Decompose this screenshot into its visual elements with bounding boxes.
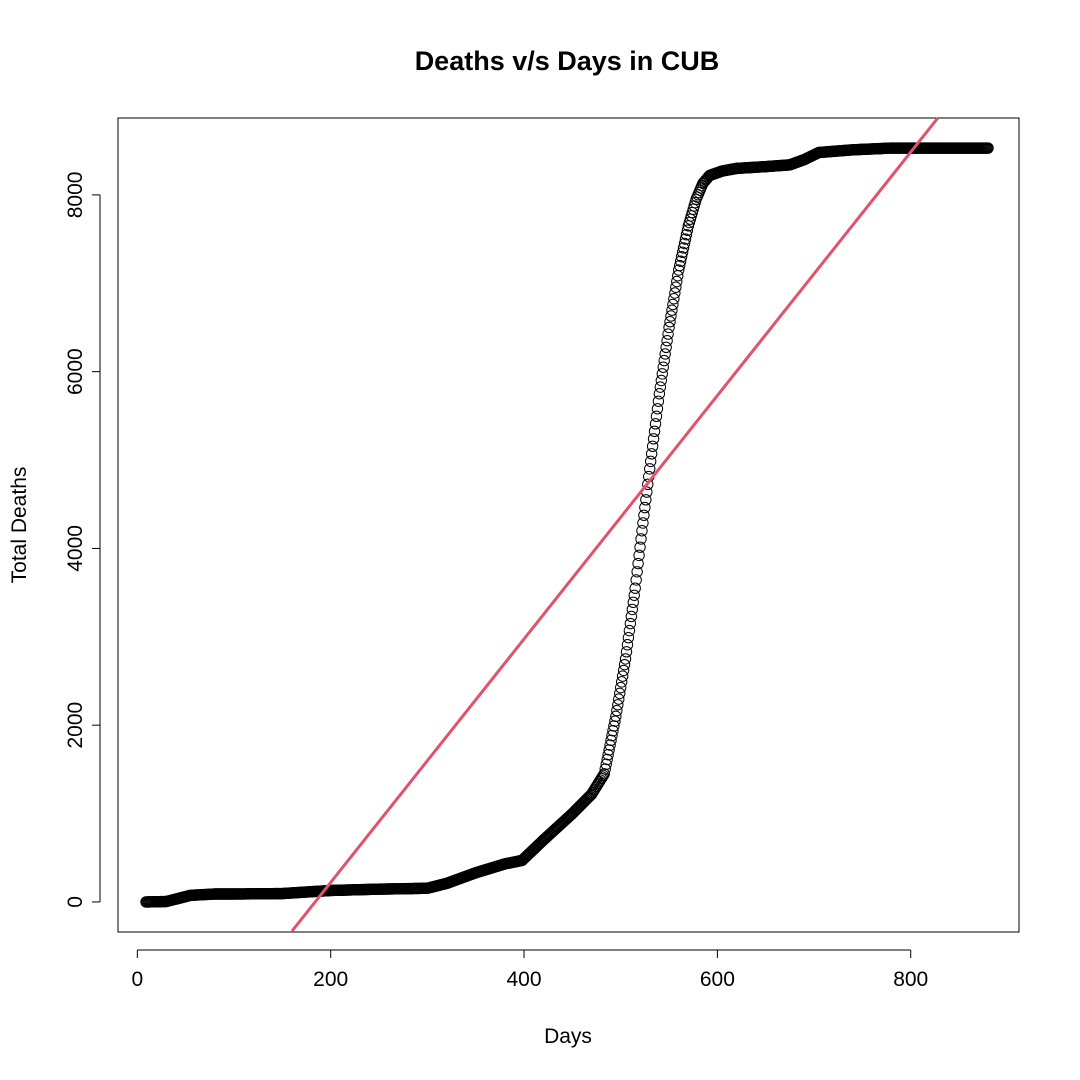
- data-point: [667, 298, 679, 311]
- data-point: [644, 455, 657, 468]
- data-point: [634, 541, 646, 553]
- data-point: [680, 228, 693, 241]
- data-point: [675, 251, 688, 263]
- plot-frame: [117, 117, 1020, 933]
- data-points: [140, 142, 994, 908]
- data-point: [646, 440, 659, 453]
- y-axis: 0 2000 4000 6000 8000: [64, 172, 101, 908]
- data-point: [652, 395, 665, 407]
- data-point: [663, 321, 675, 334]
- data-point: [661, 335, 673, 347]
- data-point: [640, 494, 652, 506]
- data-point: [651, 403, 664, 415]
- data-point: [668, 293, 680, 305]
- data-point: [670, 281, 682, 293]
- data-point: [658, 354, 670, 367]
- data-point: [665, 310, 677, 322]
- data-point: [630, 574, 642, 586]
- data-point: [650, 410, 663, 422]
- chart-title: Deaths v/s Days in CUB: [415, 46, 720, 76]
- data-point: [619, 653, 632, 665]
- data-point: [660, 341, 672, 354]
- y-tick-label: 6000: [64, 348, 87, 395]
- data-point: [627, 596, 639, 609]
- data-point: [645, 448, 658, 460]
- data-point: [673, 264, 685, 276]
- data-point: [616, 670, 629, 682]
- data-point: [635, 533, 647, 545]
- data-point: [633, 549, 645, 562]
- data-point: [674, 255, 687, 267]
- data-point: [596, 771, 609, 783]
- data-point: [637, 517, 649, 529]
- data-point: [638, 509, 650, 521]
- data-point: [612, 699, 624, 711]
- x-tick-label: 800: [893, 968, 928, 991]
- data-point: [649, 418, 662, 430]
- data-point: [669, 287, 681, 299]
- data-point: [639, 501, 651, 514]
- data-point: [618, 658, 631, 671]
- x-tick-label: 0: [131, 968, 143, 991]
- regression-line: [290, 117, 939, 933]
- data-point: [654, 381, 667, 393]
- fit-line-group: [290, 117, 939, 933]
- x-tick-label: 600: [700, 968, 735, 991]
- data-point: [673, 259, 686, 272]
- data-point: [631, 566, 643, 578]
- data-point: [647, 433, 660, 445]
- data-point: [681, 224, 694, 236]
- data-point: [644, 463, 656, 475]
- data-point: [615, 681, 627, 694]
- y-tick-label: 8000: [64, 172, 87, 219]
- data-point: [671, 275, 683, 288]
- data-point: [624, 617, 637, 630]
- y-tick-label: 0: [64, 896, 87, 908]
- data-point: [636, 525, 648, 537]
- data-point: [615, 676, 628, 688]
- data-point: [664, 316, 676, 328]
- data-point: [656, 368, 668, 380]
- data-point: [614, 687, 626, 700]
- data-point: [982, 142, 994, 154]
- data-point: [629, 582, 641, 594]
- data-point: [610, 710, 622, 723]
- x-axis: 0 200 400 600 800: [131, 949, 928, 991]
- data-point: [666, 304, 678, 316]
- data-point: [623, 624, 636, 637]
- data-point: [621, 639, 634, 651]
- data-point: [617, 664, 630, 677]
- data-point: [657, 361, 669, 373]
- data-point: [632, 557, 644, 570]
- x-axis-label: Days: [544, 1025, 592, 1048]
- data-point: [678, 237, 691, 250]
- data-point: [648, 425, 661, 438]
- data-point: [662, 328, 674, 340]
- data-point: [625, 610, 638, 623]
- y-tick-label: 4000: [64, 525, 87, 572]
- y-tick-label: 2000: [64, 702, 87, 749]
- data-point: [628, 589, 640, 601]
- data-point: [613, 693, 625, 705]
- data-point: [676, 246, 689, 259]
- data-point: [653, 388, 666, 400]
- data-point: [622, 631, 635, 644]
- data-point: [642, 478, 654, 491]
- x-tick-label: 200: [313, 968, 348, 991]
- data-point: [611, 704, 623, 717]
- data-point: [677, 242, 690, 254]
- data-point: [626, 603, 639, 616]
- y-axis-label: Total Deaths: [8, 467, 31, 584]
- x-tick-label: 400: [507, 968, 542, 991]
- data-point: [597, 769, 610, 782]
- data-point: [620, 646, 633, 658]
- data-point: [659, 348, 671, 360]
- data-point: [679, 233, 692, 245]
- data-point: [655, 374, 668, 387]
